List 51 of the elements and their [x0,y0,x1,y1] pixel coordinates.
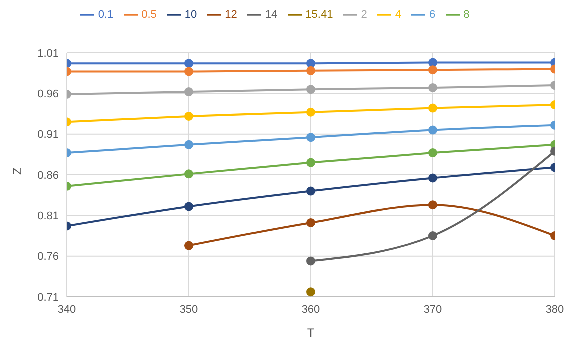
y-tick-label: 0.71 [38,292,59,304]
point [184,88,194,97]
point [306,85,316,94]
y-axis-title: Z [10,168,24,175]
point [428,200,438,210]
point [184,241,194,250]
point [306,158,316,168]
point [184,59,194,68]
point [306,59,316,68]
point [306,108,316,117]
legend-label: 12 [225,8,238,21]
point [428,58,438,68]
y-tick-label: 0.96 [38,88,59,101]
legend-label: 0.1 [98,8,114,21]
point [428,126,438,135]
legend-label: 0.5 [142,8,157,21]
legend-label: 15.41 [306,8,334,21]
point [306,218,316,228]
point [428,83,438,92]
point [306,256,316,266]
y-tick-label: 0.91 [38,129,59,142]
point [184,67,194,76]
legend-label: 6 [429,8,436,21]
point [428,148,438,158]
point [184,202,194,212]
point [306,66,316,76]
x-tick-label: 360 [302,304,320,316]
point [428,104,438,113]
legend-label: 8 [464,8,470,21]
point [428,174,438,183]
point [428,66,438,75]
x-tick-label: 340 [58,304,76,316]
x-tick-label: 380 [546,304,564,316]
legend-label: 10 [184,8,198,21]
point [428,232,438,240]
point [184,112,194,121]
point [306,133,316,142]
point [306,288,316,297]
y-tick-label: 0.81 [38,210,59,223]
point [184,140,194,150]
point [184,170,194,179]
legend-label: 4 [395,8,402,21]
y-tick-label: 0.76 [38,251,59,264]
y-tick-label: 1.01 [38,48,59,60]
y-tick-label: 0.86 [38,170,59,182]
legend-label: 14 [265,8,278,21]
x-axis-title: T [307,326,316,340]
point [306,186,316,196]
x-tick-label: 350 [180,304,198,316]
x-tick-label: 370 [424,304,442,316]
legend-label: 2 [361,8,368,21]
